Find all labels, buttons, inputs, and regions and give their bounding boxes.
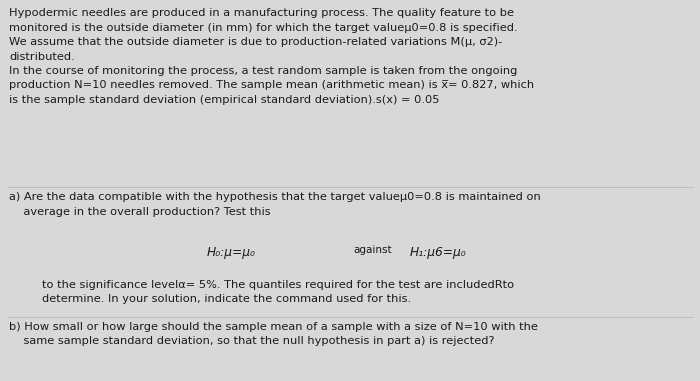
Text: a) Are the data compatible with the hypothesis that the target valueμ0=0.8 is ma: a) Are the data compatible with the hypo… [9,192,541,217]
Text: Hypodermic needles are produced in a manufacturing process. The quality feature : Hypodermic needles are produced in a man… [9,8,534,105]
Text: H₀:μ=μ₀: H₀:μ=μ₀ [206,246,256,259]
Text: against: against [354,245,392,255]
Text: H₁:μ6=μ₀: H₁:μ6=μ₀ [410,246,466,259]
Text: b) How small or how large should the sample mean of a sample with a size of N=10: b) How small or how large should the sam… [9,322,538,346]
Text: to the significance levelα= 5%. The quantiles required for the test are included: to the significance levelα= 5%. The quan… [42,280,514,304]
